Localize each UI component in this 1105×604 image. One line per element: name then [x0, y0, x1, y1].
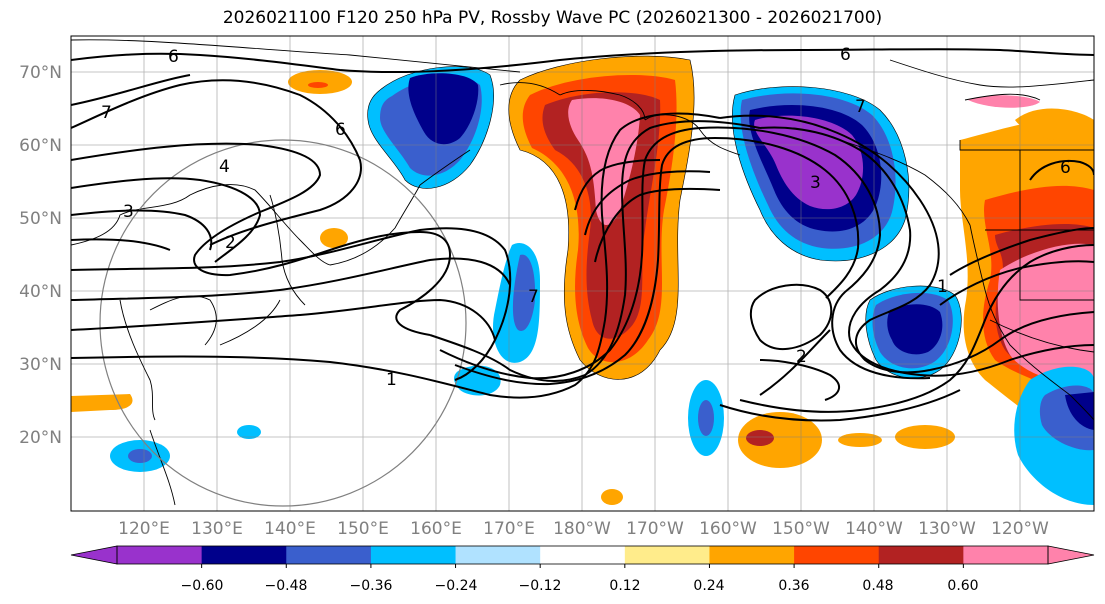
lat-label: 40°N: [19, 282, 62, 302]
colorbar-swatch: [455, 546, 541, 564]
colorbar-swatch: [286, 546, 372, 564]
colorbar: −0.60 −0.48 −0.36 −0.24 −0.12 0.12 0.24 …: [70, 545, 1095, 594]
graticule: [71, 36, 1094, 511]
longitude-labels: 120°E 130°E 140°E 150°E 160°E 170°E 180°…: [118, 519, 1049, 539]
lon-label: 140°E: [264, 519, 316, 539]
map-field: 6 7 6 4 3 2 6 7 3 2 1 1 7 6: [71, 36, 1094, 511]
colorbar-frame: [116, 545, 1049, 565]
lat-label: 20°N: [19, 428, 62, 448]
colorbar-swatches: [70, 545, 1095, 568]
lat-label: 70°N: [19, 63, 62, 83]
lon-label: 160°W: [699, 519, 757, 539]
colorbar-swatch: [963, 546, 1049, 564]
contour-labels: 6 7 6 4 3 2 6 7 3 2 1 1 7 6: [101, 45, 1071, 390]
contour-label: 6: [1060, 158, 1071, 178]
colorbar-swatch: [794, 546, 880, 564]
colorbar-tick-label: 0.36: [778, 578, 809, 594]
colorbar-swatch: [624, 546, 710, 564]
colorbar-swatch: [370, 546, 457, 564]
lon-label: 120°E: [118, 519, 170, 539]
colorbar-extend-min: [70, 545, 118, 565]
colorbar-swatch: [878, 546, 964, 564]
lon-label: 120°W: [991, 519, 1049, 539]
lon-label: 130°E: [191, 519, 243, 539]
colorbar-swatch: [201, 546, 287, 564]
pv-contours: [71, 48, 1094, 422]
lon-label: 150°E: [337, 519, 389, 539]
contour-label: 6: [168, 47, 179, 67]
contour-label: 7: [101, 103, 112, 123]
colorbar-swatch: [117, 546, 203, 564]
colorbar-extend-max: [1047, 545, 1095, 565]
contour-label: 7: [528, 287, 539, 307]
colorbar-tick-label: 0.24: [693, 578, 724, 594]
map-title: 2026021100 F120 250 hPa PV, Rossby Wave …: [222, 8, 883, 28]
colorbar-tick-label: −0.60: [181, 578, 224, 594]
contour-label: 2: [225, 233, 236, 253]
map-frame: [70, 35, 1095, 512]
lon-label: 170°E: [483, 519, 535, 539]
colorbar-tick-label: 0.48: [862, 578, 893, 594]
contour-label: 6: [840, 45, 851, 65]
contour-label: 6: [335, 120, 346, 140]
colorbar-tick-label: 0.60: [947, 578, 978, 594]
lat-label: 30°N: [19, 355, 62, 375]
lon-label: 170°W: [626, 519, 684, 539]
colorbar-tick-label: 0.12: [609, 578, 640, 594]
lon-label: 140°W: [845, 519, 903, 539]
colorbar-tick-label: −0.24: [435, 578, 478, 594]
lat-label: 50°N: [19, 209, 62, 229]
contour-label: 3: [810, 173, 821, 193]
colorbar-swatch: [709, 546, 795, 564]
contour-label: 2: [796, 347, 807, 367]
contour-label: 3: [123, 202, 134, 222]
lon-label: 160°E: [410, 519, 462, 539]
lat-label: 60°N: [19, 136, 62, 156]
colorbar-ticks: −0.60 −0.48 −0.36 −0.24 −0.12 0.12 0.24 …: [181, 578, 979, 594]
latitude-labels: 70°N 60°N 50°N 40°N 30°N 20°N: [19, 63, 62, 448]
lon-label: 130°W: [918, 519, 976, 539]
contour-label: 1: [386, 370, 397, 390]
range-circle: [99, 139, 467, 507]
lon-label: 150°W: [772, 519, 830, 539]
colorbar-swatch: [540, 546, 626, 564]
contour-label: 4: [219, 157, 230, 177]
contour-label: 1: [937, 277, 948, 297]
colorbar-tick-label: −0.36: [350, 578, 393, 594]
colorbar-tick-label: −0.48: [265, 578, 308, 594]
lon-label: 180°W: [553, 519, 611, 539]
contour-label: 7: [855, 97, 866, 117]
colorbar-tick-label: −0.12: [519, 578, 562, 594]
